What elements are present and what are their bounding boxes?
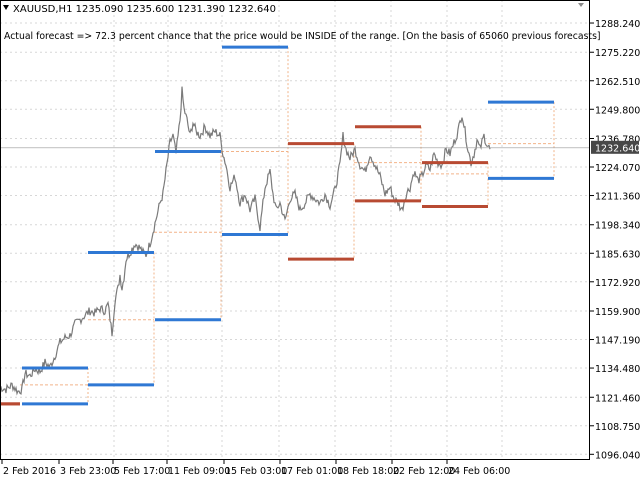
y-tick-label: 1108.750 — [595, 422, 640, 433]
x-tick-label: 15 Feb 03:00 — [225, 466, 287, 477]
chart-frame — [0, 0, 590, 460]
y-tick-label: 1172.920 — [595, 278, 640, 289]
price-line-group — [0, 86, 590, 396]
forecast-range-lines — [0, 45, 554, 406]
y-tick-label: 1249.800 — [595, 105, 640, 116]
x-tick-label: 24 Feb 06:00 — [448, 466, 510, 477]
price-line — [0, 86, 491, 396]
current-price-label: 1232.640 — [591, 140, 640, 154]
y-tick-label: 1236.780 — [595, 134, 640, 145]
x-tick-label: 5 Feb 17:00 — [114, 466, 170, 477]
x-tick-label: 3 Feb 23:00 — [60, 466, 116, 477]
y-tick-label: 1096.040 — [595, 450, 640, 461]
x-tick-label: 22 Feb 12:00 — [393, 466, 455, 477]
y-tick-label: 1275.220 — [595, 48, 640, 59]
grid — [0, 0, 590, 460]
y-tick-label: 1147.190 — [595, 336, 640, 347]
symbol-info: XAUUSD,H1 1235.090 1235.600 1231.390 123… — [13, 4, 276, 15]
y-tick-label: 1185.630 — [595, 249, 640, 260]
y-tick-label: 1121.460 — [595, 393, 640, 404]
y-tick-label: 1134.480 — [595, 364, 640, 375]
x-tick-label: 11 Feb 09:00 — [168, 466, 230, 477]
x-tick-label: 17 Feb 01:00 — [281, 466, 343, 477]
y-tick-label: 1288.240 — [595, 19, 640, 30]
x-tick-label: 18 Feb 18:00 — [337, 466, 399, 477]
svg-text:1232.640: 1232.640 — [595, 143, 640, 154]
y-tick-label: 1211.360 — [595, 192, 640, 203]
x-tick-label: 2 Feb 2016 — [3, 466, 56, 477]
dropdown-triangle-icon[interactable] — [3, 5, 9, 10]
y-tick-label: 1198.340 — [595, 221, 640, 232]
forecast-connectors — [20, 47, 555, 404]
price-axis: 1288.240 1275.220 1262.510 1249.800 1236.780… — [590, 19, 640, 461]
y-tick-label: 1262.510 — [595, 77, 640, 88]
chart-shift-arrow-icon[interactable] — [578, 3, 584, 7]
y-tick-label: 1159.900 — [595, 307, 640, 318]
y-tick-label: 1224.070 — [595, 163, 640, 174]
forecast-text: Actual forecast => 72.3 percent chance t… — [4, 31, 601, 42]
